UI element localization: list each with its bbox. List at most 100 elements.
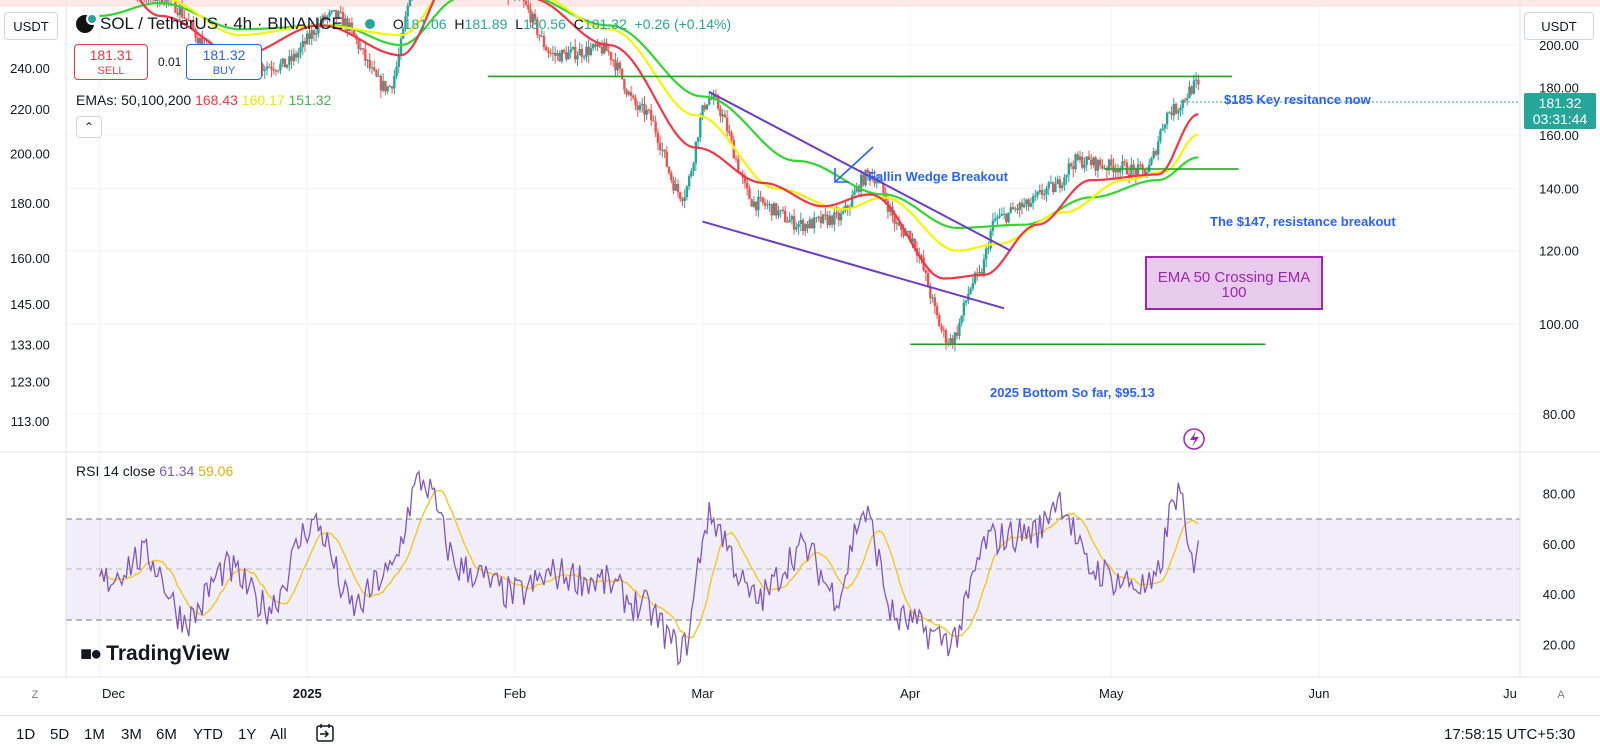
candle-body bbox=[560, 50, 564, 62]
market-status-icon[interactable] bbox=[364, 19, 375, 29]
annotation-breakout-147[interactable]: The $147, resistance breakout bbox=[1210, 214, 1396, 229]
auto-scale-button[interactable]: A bbox=[1557, 689, 1565, 701]
candle-body bbox=[1134, 168, 1138, 176]
candle-body bbox=[797, 223, 800, 228]
candle-body bbox=[1177, 110, 1180, 114]
candle-body bbox=[373, 67, 376, 71]
rsi-legend[interactable]: RSI 14 close 61.34 59.06 bbox=[76, 463, 233, 479]
candle-body bbox=[1159, 130, 1162, 142]
candle-body bbox=[636, 105, 639, 110]
time-axis-label: 2025 bbox=[293, 686, 322, 701]
candle-body bbox=[761, 197, 765, 203]
tradingview-mark-icon: ■● bbox=[80, 642, 102, 665]
range-1y-button[interactable]: 1Y bbox=[238, 726, 257, 743]
candle-body bbox=[768, 204, 771, 206]
candle-body bbox=[1098, 159, 1102, 166]
candle-body bbox=[1092, 157, 1095, 165]
ema50-value: 168.43 bbox=[195, 92, 238, 108]
candle-body bbox=[390, 86, 394, 89]
candle-body bbox=[612, 59, 615, 61]
candle-body bbox=[815, 217, 818, 219]
candle-body bbox=[303, 41, 307, 45]
candle-body bbox=[924, 270, 928, 274]
buy-button[interactable]: 181.32 BUY bbox=[186, 44, 262, 80]
candle-body bbox=[531, 13, 534, 23]
annotation-key-resistance[interactable]: $185 Key resitance now bbox=[1224, 92, 1372, 107]
candle-body bbox=[607, 51, 610, 53]
drawing-tools[interactable] bbox=[488, 75, 1266, 346]
candle-body bbox=[935, 306, 939, 316]
candle-body bbox=[1168, 112, 1171, 114]
candle-body bbox=[902, 229, 905, 236]
candle-body bbox=[810, 219, 814, 229]
candle-body bbox=[542, 36, 546, 48]
candle-body bbox=[536, 19, 539, 35]
ema-series bbox=[99, 0, 1199, 280]
candle-body bbox=[339, 11, 342, 13]
candle-body bbox=[842, 211, 845, 214]
candle-body bbox=[314, 33, 318, 35]
range-ytd-button[interactable]: YTD bbox=[193, 726, 223, 743]
candle-body bbox=[882, 182, 885, 193]
zoom-toggle-button[interactable]: Z bbox=[31, 689, 39, 701]
ohlc-high-value: 181.89 bbox=[464, 16, 508, 32]
candle-body bbox=[585, 46, 588, 57]
candle-body bbox=[632, 95, 635, 98]
candle-body bbox=[652, 120, 655, 122]
candle-body bbox=[1121, 161, 1124, 169]
candle-body bbox=[759, 196, 762, 198]
rsi-axis[interactable]: 80.00 60.00 40.00 20.00 bbox=[1543, 486, 1576, 652]
candle-body bbox=[824, 214, 827, 216]
currency-selector-right[interactable]: USDT bbox=[1524, 12, 1594, 40]
candle-body bbox=[699, 118, 702, 138]
lightning-icon[interactable] bbox=[1183, 428, 1205, 450]
candle-body bbox=[1000, 214, 1004, 216]
ema-legend[interactable]: EMAs: 50,100,200 168.43 160.17 151.32 bbox=[76, 92, 331, 108]
annotation-ema-cross-box[interactable]: EMA 50 Crossing EMA 100 bbox=[1145, 256, 1323, 310]
time-axis[interactable]: Dec 2025 Feb Mar Apr May Jun Ju bbox=[102, 686, 1517, 701]
time-axis-label: Feb bbox=[504, 686, 526, 701]
range-6m-button[interactable]: 6M bbox=[156, 726, 177, 743]
candle-body bbox=[1141, 164, 1144, 170]
symbol-title[interactable]: SOL / TetherUS · 4h · BINANCE bbox=[100, 14, 343, 33]
candle-body bbox=[368, 59, 371, 69]
candle-body bbox=[160, 0, 164, 4]
range-3m-button[interactable]: 3M bbox=[121, 726, 142, 743]
left-price-axis[interactable]: 240.00 220.00 200.00 180.00 160.00 145.00 133.… bbox=[10, 61, 50, 429]
candle-body bbox=[538, 34, 541, 37]
candle-body bbox=[1165, 112, 1169, 125]
range-all-button[interactable]: All bbox=[270, 726, 287, 743]
collapse-legend-button[interactable]: ⌃ bbox=[76, 116, 102, 138]
candle-body bbox=[596, 42, 599, 47]
candle-body bbox=[875, 181, 878, 184]
candle-body bbox=[862, 174, 865, 186]
currency-selector-left[interactable]: USDT bbox=[4, 12, 58, 40]
arrow-icon[interactable] bbox=[834, 146, 874, 183]
range-1d-button[interactable]: 1D bbox=[16, 726, 36, 743]
time-axis-label: Ju bbox=[1503, 686, 1517, 701]
annotation-bottom[interactable]: 2025 Bottom So far, $95.13 bbox=[990, 385, 1155, 400]
range-1m-button[interactable]: 1M bbox=[84, 726, 105, 743]
candle-body bbox=[328, 12, 331, 17]
sell-button[interactable]: 181.31 SELL bbox=[74, 44, 148, 80]
candle-body bbox=[1038, 190, 1042, 193]
candle-body bbox=[386, 86, 389, 92]
candle-body bbox=[629, 92, 633, 96]
candle-body bbox=[819, 216, 823, 224]
range-5d-button[interactable]: 5D bbox=[50, 726, 70, 743]
clock[interactable]: 17:58:15 UTC+5:30 bbox=[1444, 726, 1576, 743]
annotation-wedge[interactable]: Fallin Wedge Breakout bbox=[868, 169, 1009, 184]
candle-body bbox=[866, 169, 870, 173]
annotation-ema-cross-line2: 100 bbox=[1221, 284, 1246, 301]
candle-body bbox=[779, 209, 782, 211]
candle-body bbox=[964, 300, 968, 303]
right-price-axis[interactable]: 200.00 180.00 160.00 140.00 120.00 100.00 80.0… bbox=[1539, 38, 1579, 422]
goto-date-icon[interactable] bbox=[314, 722, 336, 744]
buy-label: BUY bbox=[212, 65, 236, 77]
candle-body bbox=[804, 224, 807, 232]
tradingview-logo[interactable]: ■● TradingView bbox=[80, 642, 230, 666]
candle-body bbox=[1069, 163, 1073, 167]
candle-body bbox=[522, 0, 526, 2]
candle-body bbox=[900, 225, 903, 230]
